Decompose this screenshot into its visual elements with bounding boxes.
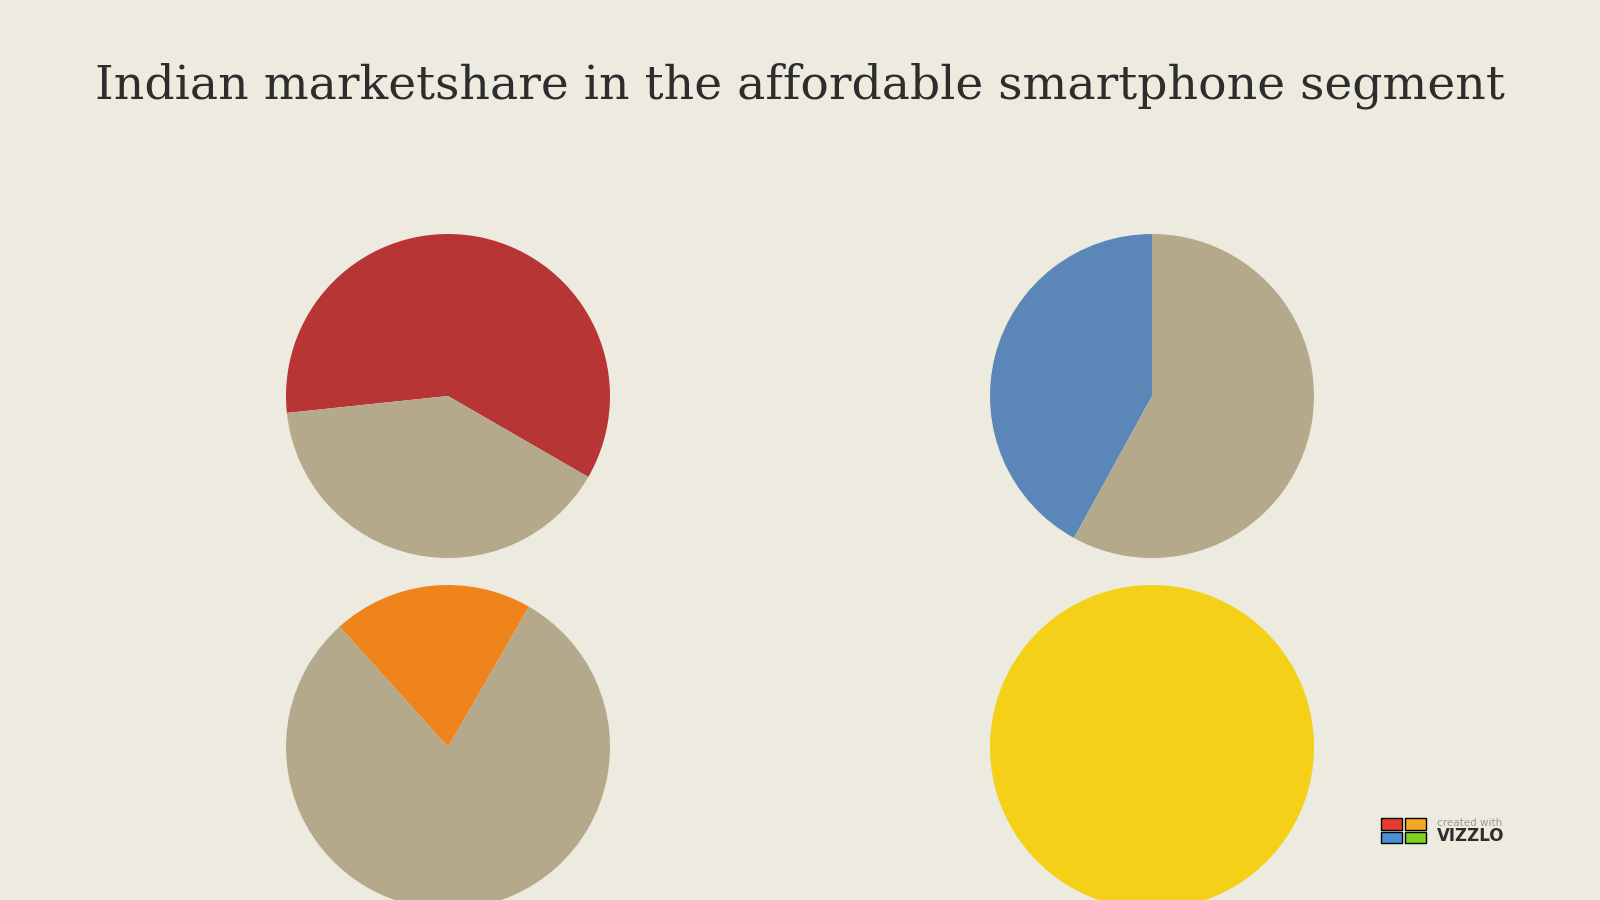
Wedge shape (286, 607, 610, 900)
Text: 60%: 60% (310, 366, 458, 426)
Text: VIZZLO: VIZZLO (1437, 827, 1504, 845)
FancyBboxPatch shape (1405, 832, 1426, 843)
Wedge shape (339, 585, 530, 747)
Wedge shape (286, 396, 589, 558)
Wedge shape (1074, 234, 1314, 558)
FancyBboxPatch shape (1381, 832, 1402, 843)
Wedge shape (990, 234, 1152, 538)
Wedge shape (286, 234, 610, 477)
Text: Indian marketshare in the affordable smartphone segment: Indian marketshare in the affordable sma… (94, 62, 1506, 109)
Text: Intex: Intex (1130, 621, 1174, 639)
FancyBboxPatch shape (1405, 818, 1426, 830)
Wedge shape (990, 585, 1314, 900)
Text: Micromax: Micromax (405, 621, 491, 639)
Text: 42%: 42% (1014, 366, 1162, 426)
Text: 100%: 100% (1058, 717, 1246, 777)
Text: created with: created with (1437, 817, 1502, 828)
Text: 20%: 20% (310, 717, 458, 777)
FancyBboxPatch shape (1381, 818, 1402, 830)
